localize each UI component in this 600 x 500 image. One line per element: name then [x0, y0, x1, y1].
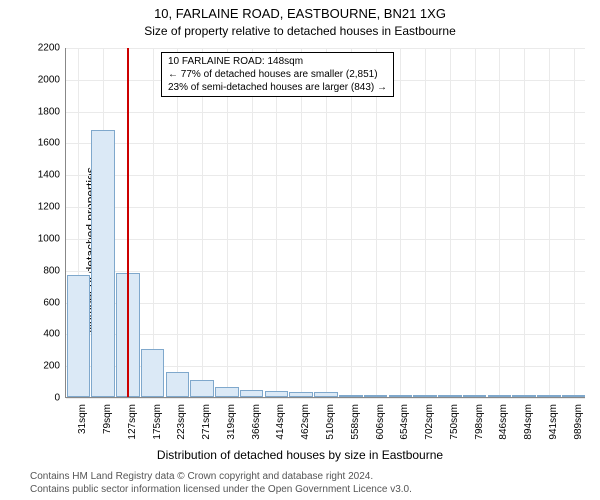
- bar: [166, 372, 190, 397]
- x-tick-label: 462sqm: [300, 404, 311, 454]
- title-main: 10, FARLAINE ROAD, EASTBOURNE, BN21 1XG: [0, 6, 600, 21]
- footer: Contains HM Land Registry data © Crown c…: [30, 470, 590, 496]
- y-tick-label: 2000: [30, 74, 60, 85]
- gridline-v: [499, 48, 500, 397]
- gridline-v: [276, 48, 277, 397]
- x-tick-label: 894sqm: [523, 404, 534, 454]
- plot-area: 10 FARLAINE ROAD: 148sqm← 77% of detache…: [65, 48, 585, 398]
- x-tick-label: 79sqm: [102, 404, 113, 454]
- y-tick-label: 600: [30, 297, 60, 308]
- gridline-v: [202, 48, 203, 397]
- bar: [512, 395, 536, 397]
- x-tick-label: 846sqm: [498, 404, 509, 454]
- gridline-v: [153, 48, 154, 397]
- x-tick-label: 798sqm: [474, 404, 485, 454]
- annotation-line2: ← 77% of detached houses are smaller (2,…: [168, 68, 387, 81]
- y-tick-label: 1000: [30, 233, 60, 244]
- y-tick-label: 0: [30, 393, 60, 404]
- y-tick-label: 1800: [30, 106, 60, 117]
- gridline-v: [425, 48, 426, 397]
- gridline-v: [524, 48, 525, 397]
- gridline-v: [252, 48, 253, 397]
- y-tick-label: 800: [30, 265, 60, 276]
- x-tick-label: 319sqm: [226, 404, 237, 454]
- x-tick-label: 989sqm: [573, 404, 584, 454]
- bar: [389, 395, 413, 397]
- x-tick-label: 414sqm: [275, 404, 286, 454]
- annotation-line3: 23% of semi-detached houses are larger (…: [168, 81, 387, 94]
- bar: [413, 395, 437, 397]
- bar: [289, 392, 313, 397]
- bar: [364, 395, 388, 397]
- gridline-v: [301, 48, 302, 397]
- bar: [314, 392, 338, 397]
- bar: [240, 390, 264, 397]
- x-tick-label: 510sqm: [325, 404, 336, 454]
- bar: [562, 395, 586, 397]
- gridline-v: [351, 48, 352, 397]
- x-tick-label: 223sqm: [176, 404, 187, 454]
- footer-line2: Contains public sector information licen…: [30, 483, 590, 496]
- bar: [265, 391, 289, 397]
- x-axis-label: Distribution of detached houses by size …: [0, 448, 600, 462]
- gridline-v: [376, 48, 377, 397]
- bar: [488, 395, 512, 397]
- bar: [438, 395, 462, 397]
- gridline-v: [475, 48, 476, 397]
- y-tick-label: 1400: [30, 170, 60, 181]
- annotation-line1: 10 FARLAINE ROAD: 148sqm: [168, 55, 387, 68]
- bar: [91, 130, 115, 397]
- x-tick-label: 175sqm: [152, 404, 163, 454]
- chart-container: 10, FARLAINE ROAD, EASTBOURNE, BN21 1XG …: [0, 0, 600, 500]
- annotation-box: 10 FARLAINE ROAD: 148sqm← 77% of detache…: [161, 52, 394, 97]
- gridline-v: [549, 48, 550, 397]
- bar: [463, 395, 487, 397]
- bar: [339, 395, 363, 397]
- y-tick-label: 1200: [30, 202, 60, 213]
- gridline-v: [400, 48, 401, 397]
- bar: [537, 395, 561, 397]
- x-tick-label: 366sqm: [251, 404, 262, 454]
- x-tick-label: 702sqm: [424, 404, 435, 454]
- y-tick-label: 400: [30, 329, 60, 340]
- gridline-h: [66, 398, 585, 399]
- bar: [190, 380, 214, 397]
- x-tick-label: 941sqm: [548, 404, 559, 454]
- x-tick-label: 127sqm: [127, 404, 138, 454]
- x-tick-label: 750sqm: [449, 404, 460, 454]
- footer-line1: Contains HM Land Registry data © Crown c…: [30, 470, 590, 483]
- gridline-v: [326, 48, 327, 397]
- x-tick-label: 271sqm: [201, 404, 212, 454]
- x-tick-label: 654sqm: [399, 404, 410, 454]
- y-tick-label: 1600: [30, 138, 60, 149]
- x-tick-label: 31sqm: [77, 404, 88, 454]
- gridline-v: [574, 48, 575, 397]
- gridline-v: [227, 48, 228, 397]
- x-tick-label: 558sqm: [350, 404, 361, 454]
- bar: [141, 349, 165, 397]
- gridline-v: [450, 48, 451, 397]
- gridline-v: [177, 48, 178, 397]
- property-marker-line: [127, 48, 129, 397]
- title-sub: Size of property relative to detached ho…: [0, 24, 600, 38]
- y-tick-label: 200: [30, 361, 60, 372]
- bar: [67, 275, 91, 398]
- y-tick-label: 2200: [30, 43, 60, 54]
- bar: [215, 387, 239, 397]
- x-tick-label: 606sqm: [375, 404, 386, 454]
